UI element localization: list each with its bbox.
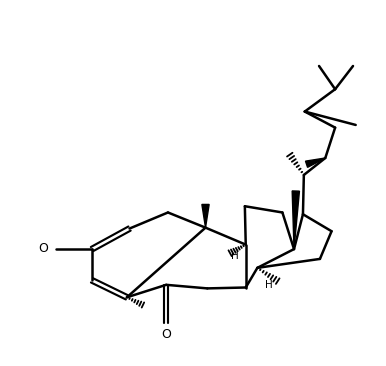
Polygon shape [305,158,325,167]
Polygon shape [292,191,300,249]
Polygon shape [202,205,209,228]
Text: O: O [38,242,48,255]
Text: H: H [231,251,239,261]
Text: H: H [265,280,273,290]
Text: O: O [161,328,171,341]
